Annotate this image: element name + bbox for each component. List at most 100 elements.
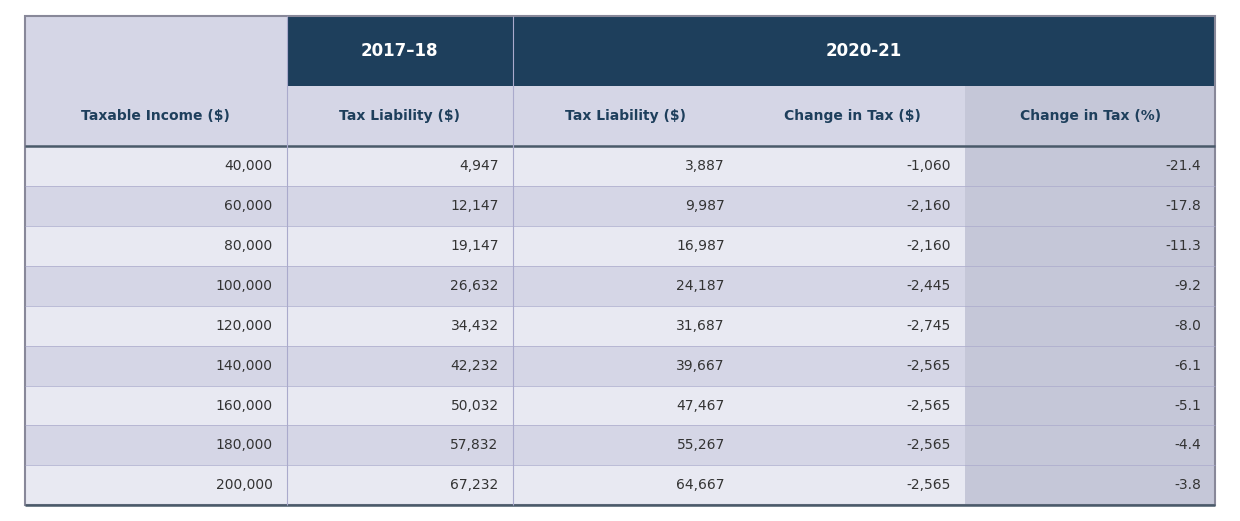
Text: -21.4: -21.4 — [1166, 159, 1200, 173]
Text: 2017–18: 2017–18 — [361, 42, 439, 60]
Text: -1,060: -1,060 — [906, 159, 951, 173]
Bar — [513, 345, 739, 386]
Bar — [965, 345, 1215, 386]
Bar — [965, 186, 1215, 226]
Bar — [513, 16, 1215, 86]
Text: -4.4: -4.4 — [1174, 439, 1200, 452]
Bar — [286, 345, 513, 386]
Bar — [286, 16, 513, 86]
Bar — [286, 266, 513, 306]
Bar — [739, 386, 965, 426]
Text: 80,000: 80,000 — [224, 239, 273, 253]
Bar — [513, 146, 739, 186]
Text: -2,565: -2,565 — [906, 478, 951, 492]
Bar — [25, 16, 286, 86]
Bar — [739, 86, 965, 146]
Bar — [513, 306, 739, 345]
Bar — [286, 426, 513, 465]
Bar — [286, 386, 513, 426]
Text: Taxable Income ($): Taxable Income ($) — [82, 109, 231, 123]
Bar — [513, 465, 739, 505]
Bar — [25, 266, 286, 306]
Text: 120,000: 120,000 — [216, 319, 273, 332]
Bar — [286, 465, 513, 505]
Bar — [25, 306, 286, 345]
Text: -17.8: -17.8 — [1166, 199, 1200, 213]
Text: Tax Liability ($): Tax Liability ($) — [340, 109, 460, 123]
Bar — [739, 226, 965, 266]
Bar — [25, 345, 286, 386]
Bar — [965, 386, 1215, 426]
Bar — [25, 186, 286, 226]
Text: 100,000: 100,000 — [216, 279, 273, 293]
Text: 57,832: 57,832 — [450, 439, 498, 452]
Text: -2,160: -2,160 — [906, 239, 951, 253]
Bar — [513, 386, 739, 426]
Bar — [739, 146, 965, 186]
Bar — [286, 146, 513, 186]
Bar — [286, 226, 513, 266]
Bar — [25, 386, 286, 426]
Text: 24,187: 24,187 — [676, 279, 724, 293]
Bar — [739, 465, 965, 505]
Bar — [739, 266, 965, 306]
Text: 47,467: 47,467 — [677, 399, 724, 413]
Bar — [739, 186, 965, 226]
Text: 3,887: 3,887 — [686, 159, 724, 173]
Bar — [25, 426, 286, 465]
Bar — [286, 86, 513, 146]
Text: -3.8: -3.8 — [1174, 478, 1200, 492]
Text: -8.0: -8.0 — [1174, 319, 1200, 332]
Text: Change in Tax ($): Change in Tax ($) — [784, 109, 920, 123]
Text: 39,667: 39,667 — [676, 358, 724, 373]
Bar — [965, 146, 1215, 186]
Bar — [25, 226, 286, 266]
Text: -2,745: -2,745 — [906, 319, 951, 332]
Text: -9.2: -9.2 — [1174, 279, 1200, 293]
Bar — [25, 465, 286, 505]
Text: 200,000: 200,000 — [216, 478, 273, 492]
Bar — [739, 345, 965, 386]
Bar — [513, 186, 739, 226]
Text: 4,947: 4,947 — [459, 159, 498, 173]
Bar — [965, 426, 1215, 465]
Text: 55,267: 55,267 — [677, 439, 724, 452]
Text: 19,147: 19,147 — [450, 239, 498, 253]
Bar — [513, 86, 739, 146]
Bar — [965, 226, 1215, 266]
Bar — [965, 306, 1215, 345]
Text: -2,445: -2,445 — [906, 279, 951, 293]
Text: Change in Tax (%): Change in Tax (%) — [1019, 109, 1161, 123]
Text: 42,232: 42,232 — [450, 358, 498, 373]
Text: 140,000: 140,000 — [216, 358, 273, 373]
Bar — [965, 465, 1215, 505]
Text: 31,687: 31,687 — [676, 319, 724, 332]
Text: 160,000: 160,000 — [216, 399, 273, 413]
Bar — [965, 266, 1215, 306]
Bar — [739, 306, 965, 345]
Text: -2,565: -2,565 — [906, 358, 951, 373]
Text: -6.1: -6.1 — [1174, 358, 1200, 373]
Bar — [965, 86, 1215, 146]
Text: 60,000: 60,000 — [224, 199, 273, 213]
Text: 180,000: 180,000 — [216, 439, 273, 452]
Text: Tax Liability ($): Tax Liability ($) — [565, 109, 687, 123]
Bar — [286, 186, 513, 226]
Text: 34,432: 34,432 — [450, 319, 498, 332]
Text: 2020-21: 2020-21 — [826, 42, 903, 60]
Bar — [513, 266, 739, 306]
Text: -2,565: -2,565 — [906, 399, 951, 413]
Text: 67,232: 67,232 — [450, 478, 498, 492]
Bar — [25, 146, 286, 186]
Text: 40,000: 40,000 — [224, 159, 273, 173]
Text: 16,987: 16,987 — [676, 239, 724, 253]
Text: -5.1: -5.1 — [1174, 399, 1200, 413]
Text: 64,667: 64,667 — [676, 478, 724, 492]
Text: 26,632: 26,632 — [450, 279, 498, 293]
Text: -11.3: -11.3 — [1166, 239, 1200, 253]
Text: 12,147: 12,147 — [450, 199, 498, 213]
Text: -2,565: -2,565 — [906, 439, 951, 452]
Text: 9,987: 9,987 — [684, 199, 724, 213]
Bar — [286, 306, 513, 345]
Text: -2,160: -2,160 — [906, 199, 951, 213]
